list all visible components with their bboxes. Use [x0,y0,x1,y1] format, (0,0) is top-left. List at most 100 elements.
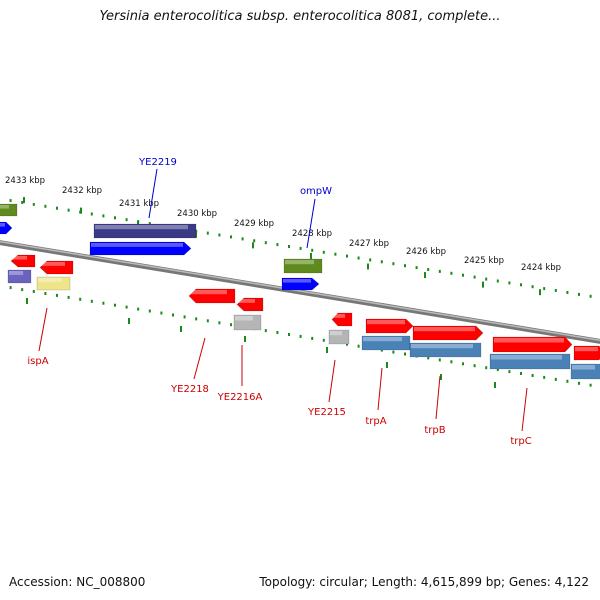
kbp-label: 2426 kbp [406,247,446,257]
gene-arrow-YE2219[interactable] [93,223,197,239]
gene-arrow-blue[interactable] [89,241,192,256]
gene-arrow-YE2218[interactable] [188,288,236,304]
gene-arrow-red[interactable] [331,312,353,327]
bottom-track-dot [276,331,279,334]
bottom-track-dot [160,311,163,315]
gene-arrow-trpC-lower[interactable] [489,353,571,370]
top-track-dot [206,231,209,235]
bottom-track-dot [322,338,325,342]
gene-arrow-steel[interactable] [570,363,600,380]
gene-arrow-ispA[interactable] [36,276,71,291]
bottom-tick-track [9,286,592,387]
major-tick [310,252,312,259]
bottom-track-dot [288,333,290,336]
major-tick [494,382,496,388]
gene-arrow-YE2215[interactable] [328,329,350,345]
major-tick [23,197,25,204]
top-tick-track [9,199,592,298]
top-track-dot [299,246,302,250]
label-YE2219[interactable]: YE2219 [138,157,177,168]
label-YE2216A[interactable]: YE2216A [217,392,263,403]
bottom-track-dot [380,348,383,352]
kbp-scale-labels: 2433 kbp 2432 kbp 2431 kbp 2430 kbp 2429 kbp… [5,176,561,388]
bottom-track-dot [438,358,441,362]
top-track-dot [195,229,198,233]
label-ompW-leader [306,198,316,249]
gene-arrow-red[interactable] [573,345,600,361]
top-track-dot [404,264,406,268]
gene-arrow-YE2216A[interactable] [233,314,262,331]
backbone-line [0,240,600,344]
kbp-label: 2425 kbp [464,256,504,266]
top-track-dot [578,292,580,296]
bottom-track-dot [9,286,12,290]
bottom-track-dot [218,321,221,325]
gene-arrow-blue[interactable] [0,221,13,235]
label-trpB-leader [435,375,441,420]
major-tick [252,242,254,249]
gene-arrow-red[interactable] [39,260,74,275]
gene-arrow-ompW[interactable] [283,258,323,274]
top-track-dot [230,235,232,239]
bottom-track-dot [485,366,488,370]
bottom-track-dot [264,329,267,333]
major-tick [26,298,28,304]
top-track-dot [148,222,151,226]
kbp-label: 2429 kbp [234,219,274,229]
top-track-dot [496,279,499,283]
bottom-track-dot [554,377,557,381]
top-track-dot [531,285,534,289]
top-track-dot [334,252,337,256]
gene-features[interactable] [0,203,600,380]
label-YE2218[interactable]: YE2218 [170,384,209,395]
label-trpA-leader [377,367,383,411]
bottom-track-dot [462,362,464,366]
bottom-track-dot [299,334,302,338]
gene-arrow-red[interactable] [236,297,264,312]
gene-arrow-blue[interactable] [281,277,320,291]
backbone [0,240,600,344]
label-trpB[interactable]: trpB [424,425,445,436]
label-YE2219-leader [148,168,158,219]
bottom-track-dot [589,383,592,387]
gene-arrow-trpB[interactable] [412,325,484,341]
gene-labels[interactable]: YE2219 ompW ispA YE2218 YE2216A YE2215 trpA trp… [27,157,531,447]
bottom-track-dot [566,379,569,383]
bottom-track-dot [450,360,453,364]
top-track-dot [288,245,290,248]
gene-arrow-olive[interactable] [0,203,18,217]
bottom-track-dot [79,297,82,301]
gene-arrow-trpA[interactable] [365,318,414,334]
top-track-dot [369,258,372,262]
gene-arrow-violet[interactable] [7,269,32,284]
top-track-dot [32,202,35,206]
bottom-track-dot [531,374,534,377]
label-YE2215[interactable]: YE2215 [307,407,346,418]
gene-arrow-trpC[interactable] [492,336,573,353]
top-track-dot [218,233,221,237]
gene-arrow-red[interactable] [10,254,36,268]
top-track-dot [485,277,488,281]
gene-arrow-trpA-lower[interactable] [361,335,411,351]
label-trpA[interactable]: trpA [365,416,386,427]
bottom-track-dot [137,307,140,311]
gene-arrow-trpB-lower[interactable] [409,342,482,358]
top-track-dot [473,275,476,279]
kbp-label: 2430 kbp [177,209,217,219]
top-track-dot [253,239,256,243]
top-track-dot [554,289,557,292]
label-YE2218-leader [193,337,206,380]
top-track-dot [589,294,592,298]
bottom-track-dot [508,370,511,374]
kbp-label: 2427 kbp [349,239,389,249]
label-trpC[interactable]: trpC [510,436,531,447]
label-ispA[interactable]: ispA [27,356,48,367]
top-track-dot [438,269,441,273]
bottom-track-dot [195,317,198,321]
label-ompW[interactable]: ompW [300,186,332,197]
label-trpC-leader [521,387,528,432]
bottom-track-dot [21,288,24,292]
top-track-dot [311,248,314,252]
top-track-dot [241,237,244,241]
